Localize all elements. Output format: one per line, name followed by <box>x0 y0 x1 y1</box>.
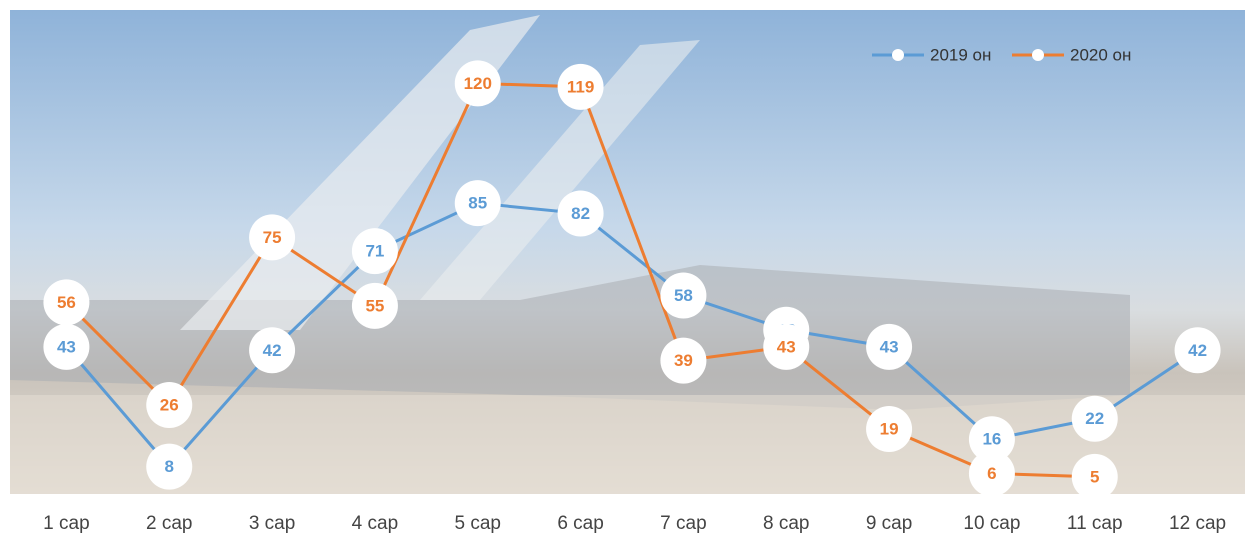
page: {"chart_data": {"type": "line", "categor… <box>0 0 1248 541</box>
data-label: 55 <box>365 296 384 315</box>
x-tick-label: 12 сар <box>1169 513 1226 534</box>
data-label: 71 <box>365 242 384 261</box>
legend-label: 2020 он <box>1070 45 1131 64</box>
x-tick-label: 11 сар <box>1067 513 1123 534</box>
legend-label: 2019 он <box>930 45 991 64</box>
data-label: 6 <box>987 464 996 483</box>
chart: 1 сар 2 сар 3 сар 4 сар 5 сар 6 сар 7 сар 8 сар… <box>0 0 1248 541</box>
x-tick-label: 2 сар <box>146 513 192 534</box>
data-label: 5 <box>1090 467 1099 486</box>
data-label: 19 <box>880 419 899 438</box>
data-label: 43 <box>880 337 899 356</box>
x-tick-label: 6 сар <box>557 513 603 534</box>
data-label: 16 <box>982 430 1001 449</box>
data-label: 8 <box>165 457 174 476</box>
data-label: 58 <box>674 286 693 305</box>
x-tick-label: 8 сар <box>763 513 809 534</box>
data-label: 119 <box>567 77 594 96</box>
data-label: 43 <box>57 337 76 356</box>
x-tick-label: 10 сар <box>963 513 1020 534</box>
legend-marker <box>892 49 904 61</box>
data-label: 42 <box>263 341 282 360</box>
data-label: 39 <box>674 351 693 370</box>
data-label: 85 <box>468 194 487 213</box>
x-tick-label: 9 сар <box>866 513 912 534</box>
legend-marker <box>1032 49 1044 61</box>
x-tick-label: 3 сар <box>249 513 295 534</box>
data-label: 22 <box>1085 409 1104 428</box>
data-label: 56 <box>57 293 76 312</box>
x-tick-label: 7 сар <box>660 513 706 534</box>
x-tick-label: 5 сар <box>455 513 501 534</box>
data-label: 26 <box>160 396 179 415</box>
data-label: 75 <box>263 228 282 247</box>
x-tick-label: 1 сар <box>43 513 89 534</box>
data-label: 82 <box>571 204 590 223</box>
data-label: 120 <box>464 74 492 93</box>
data-label: 42 <box>1188 341 1207 360</box>
x-tick-label: 4 сар <box>352 513 398 534</box>
data-label: 43 <box>777 337 796 356</box>
